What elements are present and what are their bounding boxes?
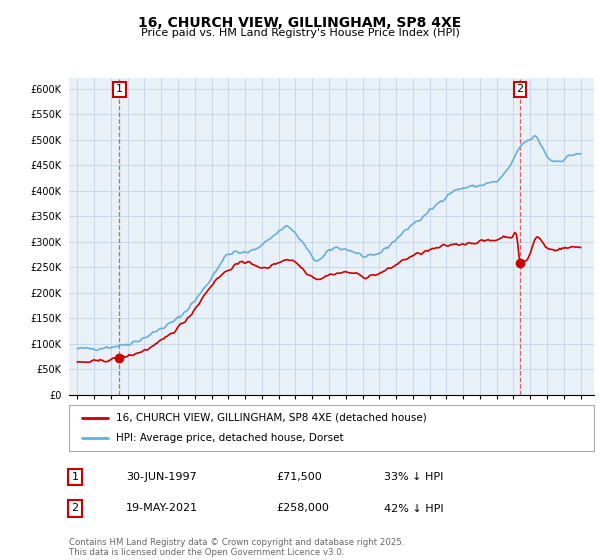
- Text: £71,500: £71,500: [276, 472, 322, 482]
- Text: 33% ↓ HPI: 33% ↓ HPI: [384, 472, 443, 482]
- Text: 2: 2: [517, 85, 523, 95]
- Text: £258,000: £258,000: [276, 503, 329, 514]
- Text: 2: 2: [71, 503, 79, 514]
- Text: Price paid vs. HM Land Registry's House Price Index (HPI): Price paid vs. HM Land Registry's House …: [140, 28, 460, 38]
- Text: 16, CHURCH VIEW, GILLINGHAM, SP8 4XE (detached house): 16, CHURCH VIEW, GILLINGHAM, SP8 4XE (de…: [116, 413, 427, 423]
- Text: HPI: Average price, detached house, Dorset: HPI: Average price, detached house, Dors…: [116, 433, 344, 443]
- Text: 1: 1: [71, 472, 79, 482]
- Text: 30-JUN-1997: 30-JUN-1997: [126, 472, 197, 482]
- Text: 19-MAY-2021: 19-MAY-2021: [126, 503, 198, 514]
- Text: 16, CHURCH VIEW, GILLINGHAM, SP8 4XE: 16, CHURCH VIEW, GILLINGHAM, SP8 4XE: [139, 16, 461, 30]
- Text: 42% ↓ HPI: 42% ↓ HPI: [384, 503, 443, 514]
- Text: Contains HM Land Registry data © Crown copyright and database right 2025.
This d: Contains HM Land Registry data © Crown c…: [69, 538, 404, 557]
- Text: 1: 1: [116, 85, 123, 95]
